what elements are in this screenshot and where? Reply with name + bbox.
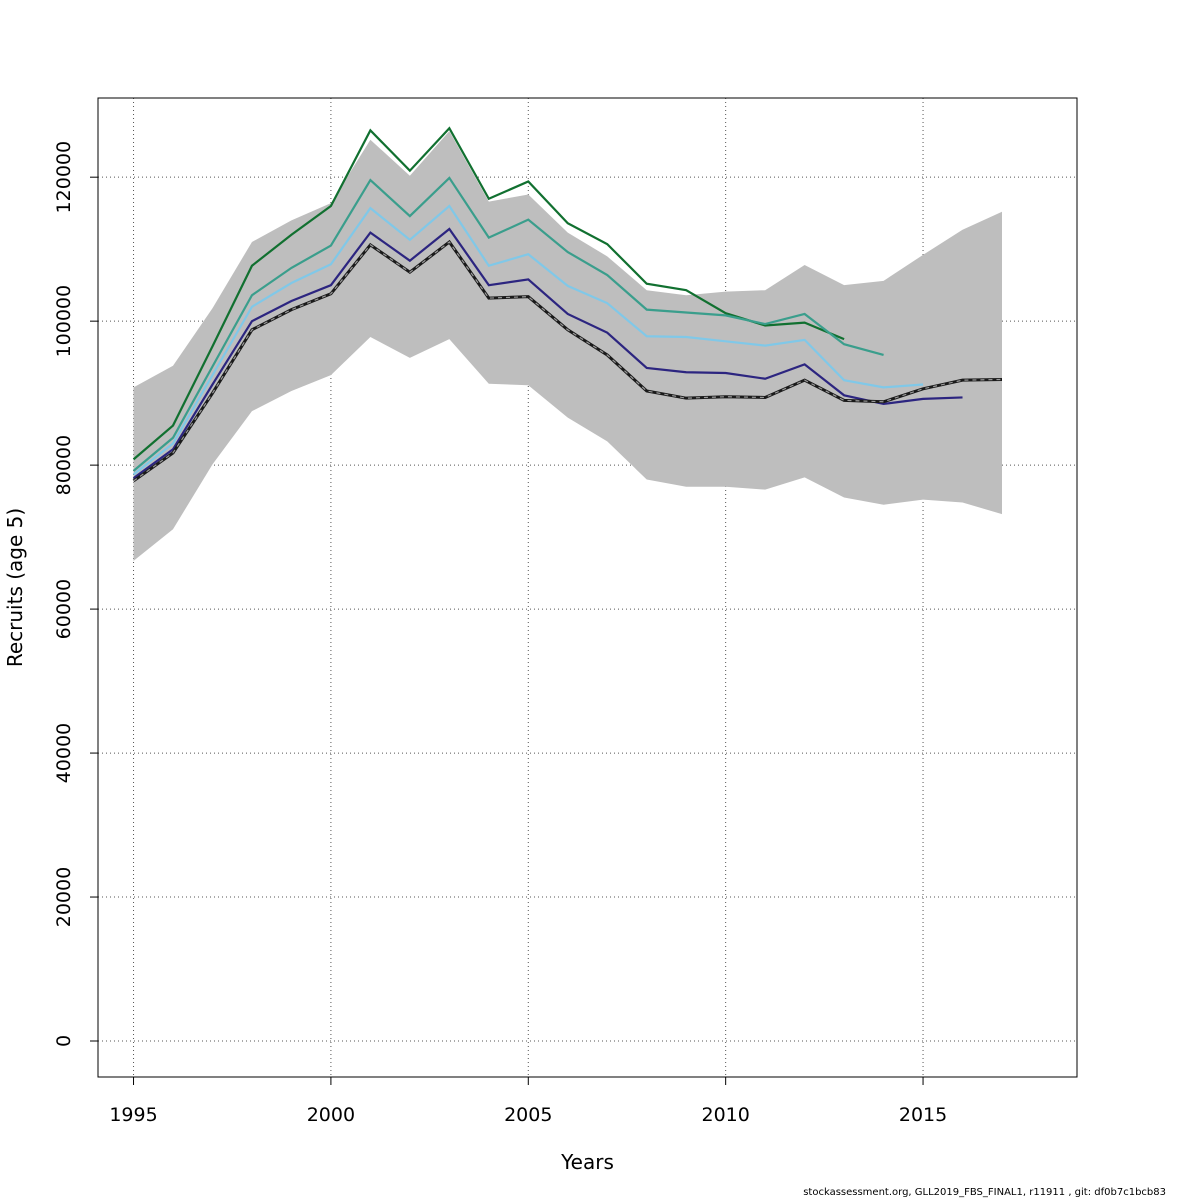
x-tick-label: 1995	[109, 1104, 157, 1126]
series-line-0-dash	[133, 241, 1003, 482]
y-tick-label: 120000	[53, 141, 75, 214]
x-tick-label: 2000	[307, 1104, 355, 1126]
y-tick-label: 60000	[53, 579, 75, 639]
y-axis-title: Recruits (age 5)	[3, 508, 27, 667]
plot-frame	[97, 97, 1078, 1078]
series-line-1	[132, 227, 963, 479]
footer-credit: stockassessment.org, GLL2019_FBS_FINAL1,…	[803, 1187, 1166, 1198]
series-line-2	[132, 204, 924, 476]
series-line-4	[132, 126, 845, 461]
series-line-3	[132, 176, 884, 472]
y-tick-label: 40000	[53, 723, 75, 783]
x-tick-label: 2015	[899, 1104, 947, 1126]
confidence-band	[133, 131, 1002, 561]
axes: 1995 2000 2005 2010 2015 0 20000 40000 60000 8000…	[53, 141, 947, 1126]
y-tick-label: 100000	[53, 285, 75, 358]
y-tick-label: 20000	[53, 867, 75, 927]
confidence-band-layer	[133, 131, 1002, 561]
y-tick-label: 0	[53, 1035, 75, 1047]
series-lines-layer	[132, 126, 1003, 483]
x-axis-title: Years	[560, 1150, 614, 1174]
y-tick-label: 80000	[53, 435, 75, 495]
x-tick-label: 2005	[504, 1104, 552, 1126]
x-tick-label: 2010	[701, 1104, 749, 1126]
